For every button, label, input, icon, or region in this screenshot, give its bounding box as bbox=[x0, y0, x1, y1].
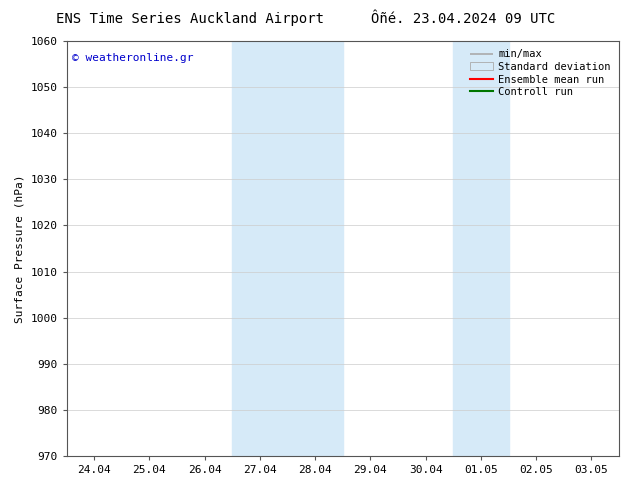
Y-axis label: Surface Pressure (hPa): Surface Pressure (hPa) bbox=[15, 174, 25, 323]
Bar bbox=[232, 41, 343, 456]
Text: © weatheronline.gr: © weatheronline.gr bbox=[72, 53, 193, 64]
Bar bbox=[453, 41, 508, 456]
Text: ENS Time Series Auckland Airport: ENS Time Series Auckland Airport bbox=[56, 12, 324, 26]
Legend: min/max, Standard deviation, Ensemble mean run, Controll run: min/max, Standard deviation, Ensemble me… bbox=[467, 46, 614, 100]
Text: Ôñé. 23.04.2024 09 UTC: Ôñé. 23.04.2024 09 UTC bbox=[371, 12, 555, 26]
